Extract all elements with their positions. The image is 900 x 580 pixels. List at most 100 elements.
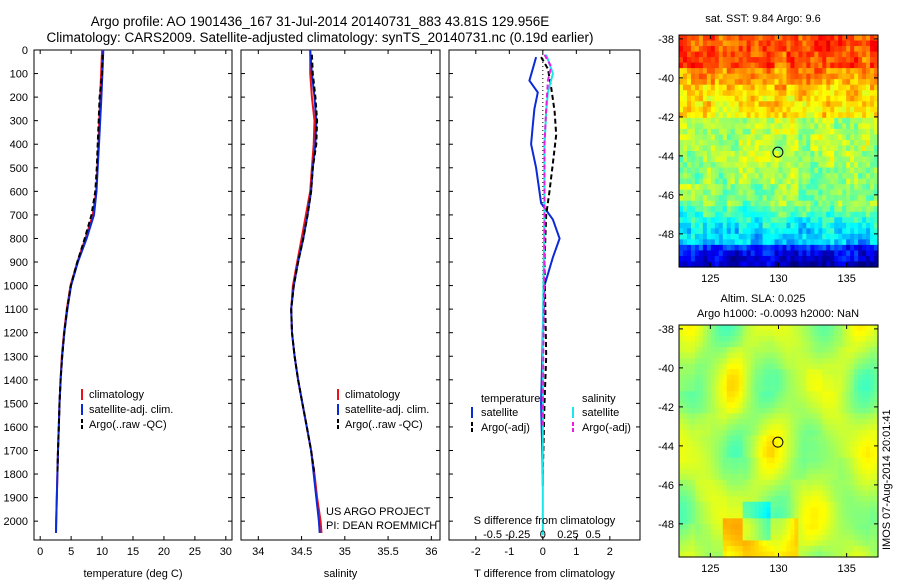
y-tick-label: 0: [22, 45, 28, 57]
map-cell: [750, 156, 756, 163]
map-cell: [826, 162, 831, 169]
map-cell: [806, 46, 811, 53]
map-cell: [690, 496, 696, 503]
map-cell: [826, 68, 831, 75]
map-cell: [802, 385, 807, 392]
map-cell: [810, 540, 815, 547]
map-cell: [790, 485, 796, 492]
map-cell: [798, 407, 803, 414]
map-cell: [679, 250, 684, 257]
map-cell: [846, 139, 851, 147]
map-cell: [818, 57, 823, 64]
map-cell: [710, 46, 716, 53]
map-cell: [778, 341, 784, 348]
map-cell: [854, 496, 859, 503]
map-cell: [818, 112, 823, 119]
map-cell: [679, 523, 684, 530]
map-cell: [754, 173, 760, 180]
map-cell: [874, 336, 879, 343]
map-cell: [870, 90, 875, 97]
map-cell: [866, 380, 871, 387]
map-cell: [862, 512, 867, 519]
map-cell: [770, 407, 776, 414]
map-cell: [774, 551, 780, 558]
map-cell: [846, 341, 851, 348]
map-cell: [679, 73, 684, 80]
map-cell: [738, 391, 744, 398]
map-cell: [854, 145, 859, 152]
map-cell: [754, 57, 760, 64]
map-cell: [830, 167, 835, 174]
map-cell: [786, 101, 792, 108]
map-cell: [794, 250, 799, 257]
map-cell: [870, 73, 875, 80]
y-tick-label: 900: [10, 257, 28, 269]
map-cell: [810, 363, 815, 370]
map-cell: [738, 474, 744, 481]
map-cell: [874, 173, 879, 180]
map-cell: [842, 195, 847, 202]
map-cell: [682, 512, 688, 519]
map-cell: [706, 380, 712, 387]
map-cell: [850, 529, 855, 536]
map-cell: [690, 490, 696, 497]
map-cell: [830, 101, 835, 108]
map-cell: [798, 501, 803, 508]
map-cell: [679, 156, 684, 163]
map-cell: [802, 178, 807, 185]
map-cell: [754, 534, 760, 542]
map-cell: [850, 457, 855, 464]
map-cell: [822, 435, 827, 442]
map-cell: [838, 189, 843, 196]
map-cell: [682, 540, 688, 547]
map-cell: [710, 117, 716, 124]
map-cell: [746, 407, 752, 414]
map-cell: [826, 336, 831, 343]
map-cell: [826, 261, 831, 268]
map-cell: [830, 222, 835, 229]
map-cell: [862, 178, 867, 185]
map-cell: [782, 228, 788, 235]
map-cell: [866, 128, 871, 136]
map-cell: [702, 523, 708, 530]
map-cell: [862, 222, 867, 229]
map-cell: [758, 134, 764, 141]
map-cell: [846, 402, 851, 409]
map-cell: [790, 540, 796, 547]
map-cell: [738, 358, 744, 365]
map-cell: [754, 457, 760, 464]
map-cell: [742, 123, 748, 130]
map-cell: [858, 540, 863, 547]
map-cell: [834, 529, 839, 536]
map-cell: [814, 117, 819, 124]
map-cell: [790, 62, 796, 69]
map-cell: [726, 90, 732, 97]
map-cell: [834, 358, 839, 365]
map-cell: [686, 184, 692, 191]
map-cell: [686, 529, 692, 536]
map-cell: [682, 501, 688, 508]
map-cell: [730, 446, 736, 453]
map-cell: [694, 123, 700, 130]
map-cell: [862, 396, 867, 403]
map-cell: [862, 255, 867, 263]
map-cell: [762, 228, 768, 235]
map-cell: [858, 217, 863, 224]
map-cell: [806, 457, 811, 464]
map-cell: [682, 534, 688, 542]
map-cell: [774, 341, 780, 348]
map-cell: [806, 134, 811, 141]
map-cell: [866, 68, 871, 75]
map-cell: [786, 244, 792, 252]
map-cell: [846, 167, 851, 174]
map-cell: [830, 250, 835, 257]
map-cell: [754, 468, 760, 475]
map-cell: [782, 167, 788, 174]
map-cell: [690, 363, 696, 370]
map-cell: [790, 407, 796, 414]
map-cell: [774, 222, 780, 229]
map-cell: [858, 128, 863, 136]
map-cell: [798, 101, 803, 108]
map-cell: [866, 255, 871, 263]
map-cell: [778, 534, 784, 542]
